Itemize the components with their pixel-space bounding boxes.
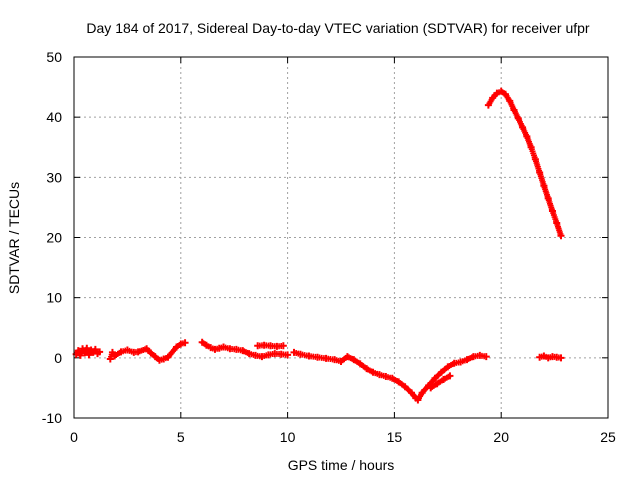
grid [74, 57, 608, 418]
y-tick-label: 40 [46, 109, 62, 125]
data-point [557, 354, 565, 362]
x-tick-label: 0 [70, 429, 78, 445]
y-axis-label: SDTVAR / TECUs [6, 182, 22, 294]
y-tick-label: 0 [54, 350, 62, 366]
x-tick-label: 20 [493, 429, 509, 445]
x-tick-label: 15 [387, 429, 403, 445]
data-point [557, 232, 565, 240]
y-tick-label: 30 [46, 169, 62, 185]
data-series [72, 87, 565, 404]
y-tick-label: 20 [46, 230, 62, 246]
y-tick-label: 10 [46, 290, 62, 306]
x-tick-label: 10 [280, 429, 296, 445]
plot-frame [73, 56, 609, 419]
data-point [482, 353, 490, 361]
data-point [284, 351, 292, 359]
y-tick-label: -10 [42, 410, 62, 426]
data-point [181, 339, 189, 347]
x-axis-label: GPS time / hours [288, 457, 395, 473]
data-point [279, 342, 287, 350]
tick-labels: 0 5 10 15 20 25 -10 0 10 20 30 40 50 [42, 49, 616, 445]
data-point [446, 372, 454, 380]
data-point [96, 348, 104, 356]
chart-title: Day 184 of 2017, Sidereal Day-to-day VTE… [86, 20, 590, 36]
x-tick-label: 5 [177, 429, 185, 445]
y-tick-label: 50 [46, 49, 62, 65]
x-tick-label: 25 [600, 429, 616, 445]
